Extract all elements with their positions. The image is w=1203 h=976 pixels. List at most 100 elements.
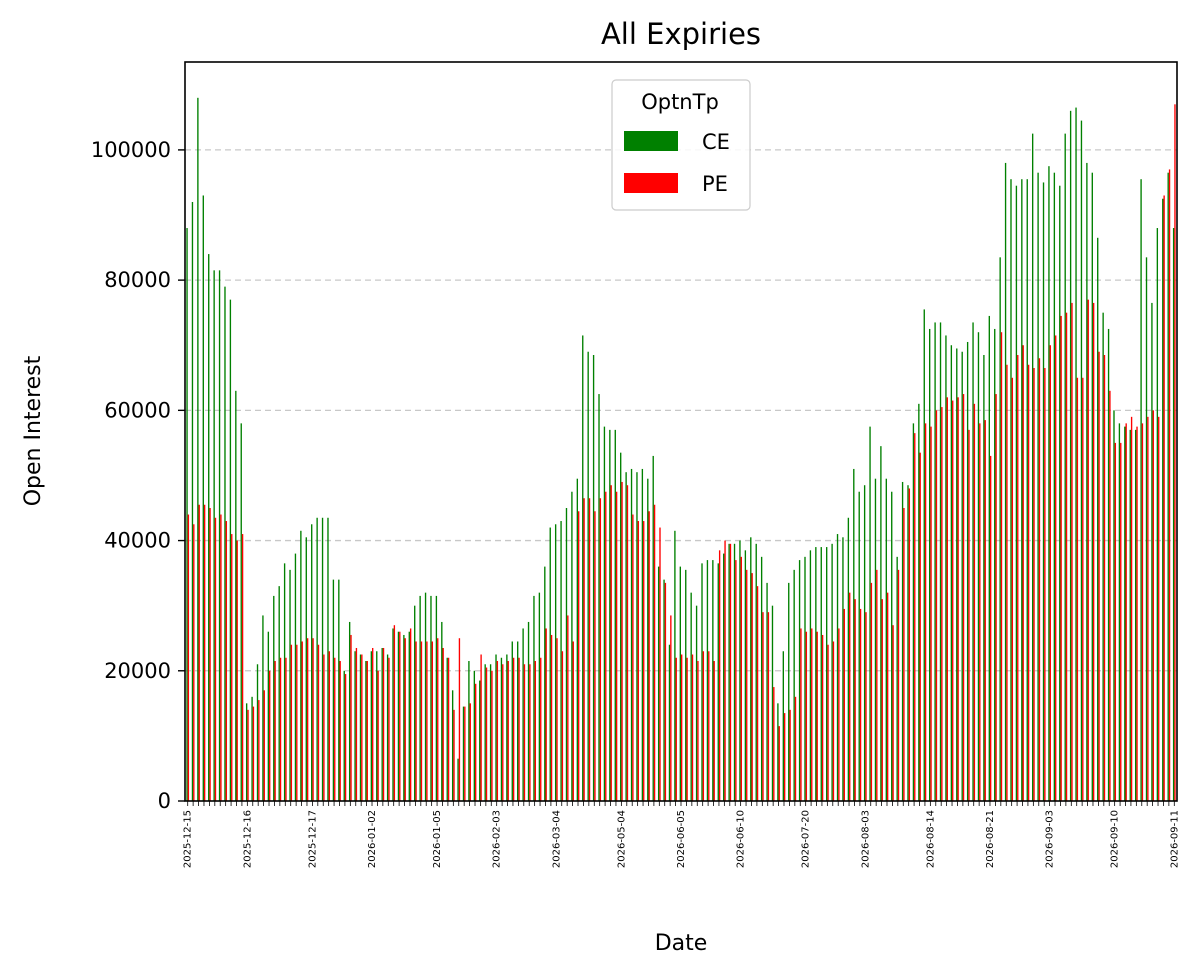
x-tick-label: 2025-12-16	[242, 810, 253, 868]
bar-pe	[409, 628, 412, 801]
bar-pe	[518, 657, 520, 801]
bar-pe	[361, 654, 363, 801]
bar-pe	[334, 657, 336, 801]
bar-pe	[1038, 358, 1041, 801]
y-axis: 0 20000 40000 60000 80000 100000	[91, 138, 185, 813]
bar-pe	[1049, 345, 1051, 801]
bar-pe	[382, 647, 385, 801]
bar-pe	[881, 599, 883, 801]
bar-ce	[614, 429, 616, 801]
bar-ce	[289, 569, 291, 801]
chart-title: All Expiries	[601, 17, 761, 51]
bar-ce	[934, 322, 936, 801]
bar-ce	[1004, 162, 1007, 802]
bar-ce	[1129, 429, 1131, 801]
bar-pe	[681, 654, 683, 801]
bar-pe	[1163, 195, 1165, 802]
bar-ce	[874, 478, 877, 801]
bar-pe	[1092, 302, 1095, 801]
x-tick-label: 2026-09-11	[1169, 810, 1180, 868]
bar-ce	[798, 560, 801, 801]
bar-pe	[290, 644, 293, 801]
bar-ce	[240, 423, 242, 801]
bar-pe	[924, 423, 927, 801]
bar-ce	[891, 491, 893, 801]
bar-ce	[1124, 426, 1126, 801]
bar-pe	[415, 641, 417, 801]
bar-ce	[294, 553, 297, 801]
bar-pe	[865, 612, 867, 801]
bar-ce	[788, 582, 790, 801]
bar-ce	[820, 547, 822, 801]
x-tick-label: 2026-01-02	[367, 810, 378, 868]
bar-pe	[800, 628, 802, 801]
bar-pe	[979, 423, 981, 801]
bar-ce	[598, 394, 600, 801]
bar-ce	[251, 696, 253, 801]
bar-pe	[1174, 104, 1176, 801]
bar-ce	[1151, 302, 1153, 801]
bar-ce	[695, 605, 698, 801]
bar-pe	[832, 641, 835, 801]
bar-ce	[1010, 179, 1012, 801]
bar-pe	[767, 612, 770, 801]
bar-ce	[929, 328, 931, 801]
bar-pe	[496, 661, 499, 801]
bar-pe	[968, 429, 970, 801]
bar-ce	[365, 661, 367, 801]
bar-pe	[1022, 345, 1024, 801]
bar-pe	[306, 638, 309, 801]
bar-pe	[805, 631, 808, 801]
bar-pe	[746, 569, 748, 801]
bar-pe	[529, 664, 531, 801]
bar-pe	[572, 641, 574, 801]
x-tick-label: 2025-12-17	[307, 810, 318, 868]
x-tick-label: 2026-08-21	[985, 810, 996, 868]
bar-pe	[778, 726, 780, 801]
x-tick-label: 2026-09-10	[1110, 810, 1121, 868]
bar-ce	[397, 631, 400, 801]
y-tick-label: 40000	[104, 529, 171, 553]
bar-ce	[918, 403, 920, 801]
bar-pe	[220, 514, 222, 801]
bar-ce	[685, 569, 687, 801]
bar-pe	[247, 709, 249, 801]
bar-pe	[897, 569, 900, 801]
bar-pe	[399, 631, 401, 801]
bar-ce	[674, 530, 676, 801]
bar-pe	[794, 696, 797, 801]
bar-pe	[859, 608, 862, 801]
bar-pe	[935, 410, 938, 801]
bar-ce	[1048, 166, 1050, 801]
bar-ce	[506, 654, 508, 801]
bar-pe	[1114, 442, 1117, 801]
bar-ce	[1086, 162, 1088, 802]
bar-ce	[273, 595, 275, 801]
bar-pe	[610, 485, 612, 801]
bar-pe	[442, 647, 444, 801]
bar-pe	[1136, 426, 1138, 801]
bar-ce	[457, 758, 459, 801]
bar-ce	[1091, 172, 1093, 801]
bar-pe	[1076, 377, 1079, 801]
bar-pe	[545, 628, 547, 801]
bar-pe	[1027, 364, 1030, 801]
bar-ce	[706, 560, 709, 801]
bar-pe	[691, 654, 694, 801]
bar-ce	[321, 517, 324, 801]
bar-ce	[338, 579, 340, 801]
bar-ce	[777, 703, 779, 801]
bar-ce	[414, 605, 416, 801]
bar-ce	[392, 628, 394, 801]
x-tick-label: 2026-08-14	[925, 810, 936, 868]
bar-pe	[1130, 416, 1133, 801]
bar-pe	[312, 638, 314, 801]
bar-pe	[447, 657, 450, 801]
bar-ce	[972, 322, 974, 801]
bar-pe	[296, 644, 298, 801]
bar-pe	[599, 498, 602, 801]
bar-pe	[350, 634, 352, 801]
bar-ce	[760, 556, 763, 801]
bar-pe	[903, 508, 905, 801]
bar-ce	[966, 341, 969, 801]
